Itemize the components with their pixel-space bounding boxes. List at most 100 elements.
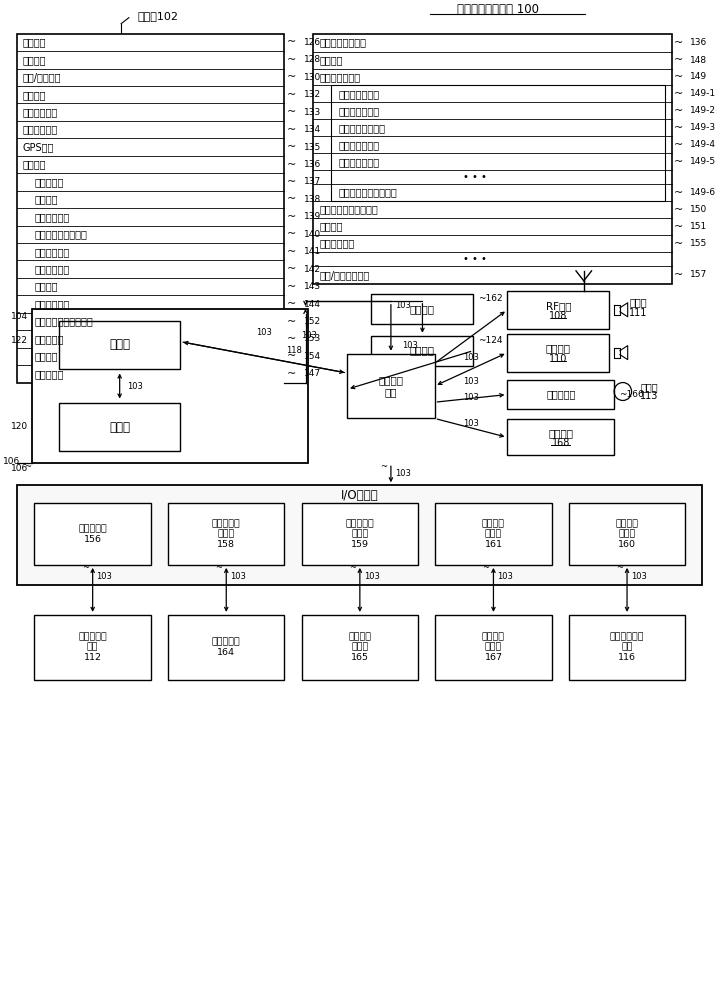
Text: ~: ~ [287,159,297,169]
Text: ~: ~ [287,177,297,187]
Text: ~: ~ [287,90,297,100]
Bar [32,309,308,463]
Text: 健身支持模块: 健身支持模块 [35,264,70,274]
Text: 光学传感器
164: 光学传感器 164 [212,638,240,657]
Text: 154: 154 [303,352,321,361]
Text: 143: 143 [303,282,321,291]
Text: ~: ~ [674,222,683,232]
Text: 图像管理模块: 图像管理模块 [35,299,70,309]
Text: 106: 106 [3,457,20,466]
Text: 其他输入
控制器
160: 其他输入 控制器 160 [616,519,638,549]
Text: 149-6: 149-6 [690,188,716,197]
Text: 闹钟桌面小程序: 闹钟桌面小程序 [339,140,380,150]
Text: ~: ~ [287,107,297,117]
Text: 118: 118 [286,346,302,355]
Bar [168,615,284,680]
Text: 136: 136 [690,38,707,47]
Text: ~: ~ [287,55,297,65]
Text: 142: 142 [303,265,321,274]
Text: 148: 148 [690,56,707,65]
Bar [372,294,474,324]
Text: 麦克风: 麦克风 [640,383,658,393]
Text: 设备/全局内部状态: 设备/全局内部状态 [319,270,370,280]
Text: 触敏显示器
系统
112: 触敏显示器 系统 112 [78,632,107,662]
Text: 便携式多功能设备 100: 便携式多功能设备 100 [456,3,539,16]
Text: ~: ~ [287,334,297,344]
Text: 103: 103 [395,301,411,310]
Text: 电力系统: 电力系统 [410,304,435,314]
Text: 光学传感器
控制器
158: 光学传感器 控制器 158 [212,519,240,549]
Text: 电话模块: 电话模块 [35,194,58,204]
Text: 浏览器模块: 浏览器模块 [35,369,64,379]
Text: 即时消息模块: 即时消息模块 [35,247,70,257]
Text: 加速度计: 加速度计 [548,428,573,438]
Text: ~162: ~162 [478,294,503,303]
Text: 132: 132 [303,90,321,99]
Text: 103: 103 [463,419,479,428]
Text: 应用程序（续前）: 应用程序（续前） [319,38,366,48]
Text: ~: ~ [287,282,297,292]
Text: ~: ~ [287,212,297,222]
Bar [331,85,664,201]
Text: ~: ~ [287,37,297,47]
Bar [508,419,614,455]
Text: 110: 110 [549,354,567,364]
Text: 133: 133 [303,108,321,117]
Bar [372,336,474,366]
Text: 词典桌面小程序: 词典桌面小程序 [339,157,380,167]
Text: 149-3: 149-3 [690,123,716,132]
Text: 138: 138 [303,195,321,204]
Text: 搜索模块: 搜索模块 [319,222,343,232]
Text: 111: 111 [629,308,648,318]
Text: ~: ~ [287,142,297,152]
Text: 图形模块: 图形模块 [22,90,45,100]
Text: 103: 103 [97,572,113,581]
Text: 108: 108 [549,311,567,321]
Text: ~: ~ [287,369,297,379]
Text: ~: ~ [674,270,683,280]
Text: 操作系统: 操作系统 [22,37,45,47]
Text: ~: ~ [674,89,683,99]
Bar [35,615,151,680]
Text: 天气桌面小程序: 天气桌面小程序 [339,89,380,99]
Text: 157: 157 [690,270,707,279]
Text: 139: 139 [303,212,321,221]
Text: 接近传感器: 接近传感器 [546,390,575,400]
Text: 外围设备
接口: 外围设备 接口 [378,375,404,397]
Text: 显示控制器
156: 显示控制器 156 [78,524,107,544]
Text: ~: ~ [25,462,32,471]
Text: 强度传感器
控制器
159: 强度传感器 控制器 159 [345,519,374,549]
Text: 149-2: 149-2 [690,106,716,115]
Text: 视频和音乐播放器模块: 视频和音乐播放器模块 [35,316,94,326]
Text: GPS模块: GPS模块 [22,142,53,152]
Text: ~: ~ [287,264,297,274]
Text: 扬声器: 扬声器 [630,297,647,307]
Text: 桌面小程序创建器模块: 桌面小程序创建器模块 [319,205,378,215]
Text: 接触强度
传感器
165: 接触强度 传感器 165 [348,632,371,662]
Text: 153: 153 [303,334,321,343]
Text: 日历模块: 日历模块 [319,55,343,65]
Bar [59,321,180,369]
Text: ~: ~ [287,351,297,361]
Text: ~: ~ [674,157,683,167]
Bar [435,615,552,680]
Text: 137: 137 [303,177,321,186]
Text: 桌面小程序模块: 桌面小程序模块 [319,72,360,82]
Text: 联系人模块: 联系人模块 [35,177,64,187]
Text: 音频电路: 音频电路 [546,344,571,354]
Text: 106: 106 [11,464,28,473]
Text: 存储器102: 存储器102 [137,11,178,21]
Text: 149-1: 149-1 [690,89,716,98]
Bar [347,354,435,418]
Text: 151: 151 [690,222,707,231]
Text: • • •: • • • [463,254,487,264]
Text: ~: ~ [287,316,297,326]
Text: 126: 126 [303,38,321,47]
Text: ~: ~ [287,125,297,135]
Text: 103: 103 [230,572,246,581]
Text: 触觉反馈
控制器
161: 触觉反馈 控制器 161 [482,519,505,549]
Text: 155: 155 [690,239,707,248]
Bar [35,503,151,565]
Text: ~: ~ [674,106,683,116]
Text: 149: 149 [690,72,707,81]
